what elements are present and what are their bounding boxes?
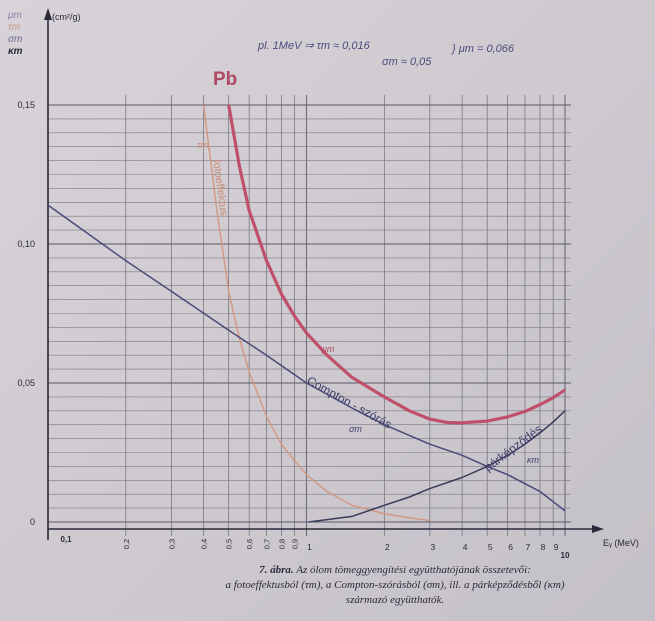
x-tick-label: 8 xyxy=(541,542,546,552)
handwritten-note-1: pl. 1MeV ⇒ τm ≈ 0,016 xyxy=(257,40,371,52)
series-line xyxy=(47,204,566,512)
x-tick-label: 0,6 xyxy=(245,539,254,549)
tau-label: τm xyxy=(197,140,208,150)
figure-caption: 7. ábra. Az ólom tömeggyengítési együtth… xyxy=(150,563,640,608)
axes: 0 0,05 0,10 0,15 0,1 0,2 0,3 0,4 0,5 0,6 0,7 0,8 0,9… xyxy=(7,8,639,560)
handwritten-note-3: } μm = 0,066 xyxy=(451,43,515,55)
y-axis-arrow xyxy=(44,8,52,20)
kappa-label: κm xyxy=(527,455,540,465)
mu-label: μm xyxy=(321,344,335,354)
fotoeffektus-label: fotoeffektus xyxy=(210,159,230,217)
x-tick-label: 0,7 xyxy=(262,539,271,549)
y-tick-label: 0,10 xyxy=(17,239,35,249)
x-tick-label: 7 xyxy=(526,542,531,552)
caption-line2: a fotoeffektusból (τm), a Compton-szórás… xyxy=(225,579,565,591)
x-tick-label: 3 xyxy=(430,542,435,552)
grid xyxy=(47,95,571,536)
x-axis-label: Eᵧ (MeV) xyxy=(603,538,639,548)
x-tick-label: 10 xyxy=(561,551,570,560)
series-line xyxy=(227,104,566,425)
x-tick-label: 2 xyxy=(385,542,390,552)
compton-label: Compton - szórás xyxy=(305,373,395,431)
x-tick-label: 0,5 xyxy=(225,539,234,549)
x-axis-arrow xyxy=(592,525,604,533)
y-tick-label: 0,15 xyxy=(17,100,35,110)
handwritten-note-2: σm ≈ 0,05 xyxy=(382,56,432,68)
sigma-label: σm xyxy=(349,424,362,434)
caption-line3: származó együtthatók. xyxy=(345,594,445,606)
x-tick-label: 0,2 xyxy=(122,539,131,549)
x-tick-label: 5 xyxy=(488,542,493,552)
y-axis-symbol: κm xyxy=(8,46,23,57)
y-tick-label: 0,05 xyxy=(17,378,35,388)
y-axis-unit: (cm²/g) xyxy=(52,12,81,22)
caption-line1: Az ólom tömeggyengítési együtthatójának … xyxy=(296,564,531,576)
y-axis-symbol: σm xyxy=(8,34,22,45)
caption-label: 7. ábra. xyxy=(259,564,294,576)
series-line xyxy=(202,104,430,522)
series-lines xyxy=(47,104,566,523)
x-tick-label: 1 xyxy=(307,542,312,552)
y-axis-symbol: τm xyxy=(8,22,20,33)
x-tick-label: 0,9 xyxy=(291,539,300,549)
chart: 0 0,05 0,10 0,15 0,1 0,2 0,3 0,4 0,5 0,6 0,7 0,8 0,9… xyxy=(7,8,639,560)
x-tick-label: 0,8 xyxy=(277,539,286,549)
y-axis-symbol: μm xyxy=(7,10,22,21)
x-tick-label: 0,4 xyxy=(200,539,209,549)
series-line xyxy=(308,410,566,523)
x-tick-label: 0,1 xyxy=(60,535,72,544)
x-tick-label: 9 xyxy=(554,542,559,552)
x-tick-label: 4 xyxy=(463,542,468,552)
chart-title: Pb xyxy=(213,69,237,90)
x-tick-label: 6 xyxy=(508,542,513,552)
y-tick-label: 0 xyxy=(30,517,35,527)
x-tick-label: 0,3 xyxy=(167,539,176,549)
